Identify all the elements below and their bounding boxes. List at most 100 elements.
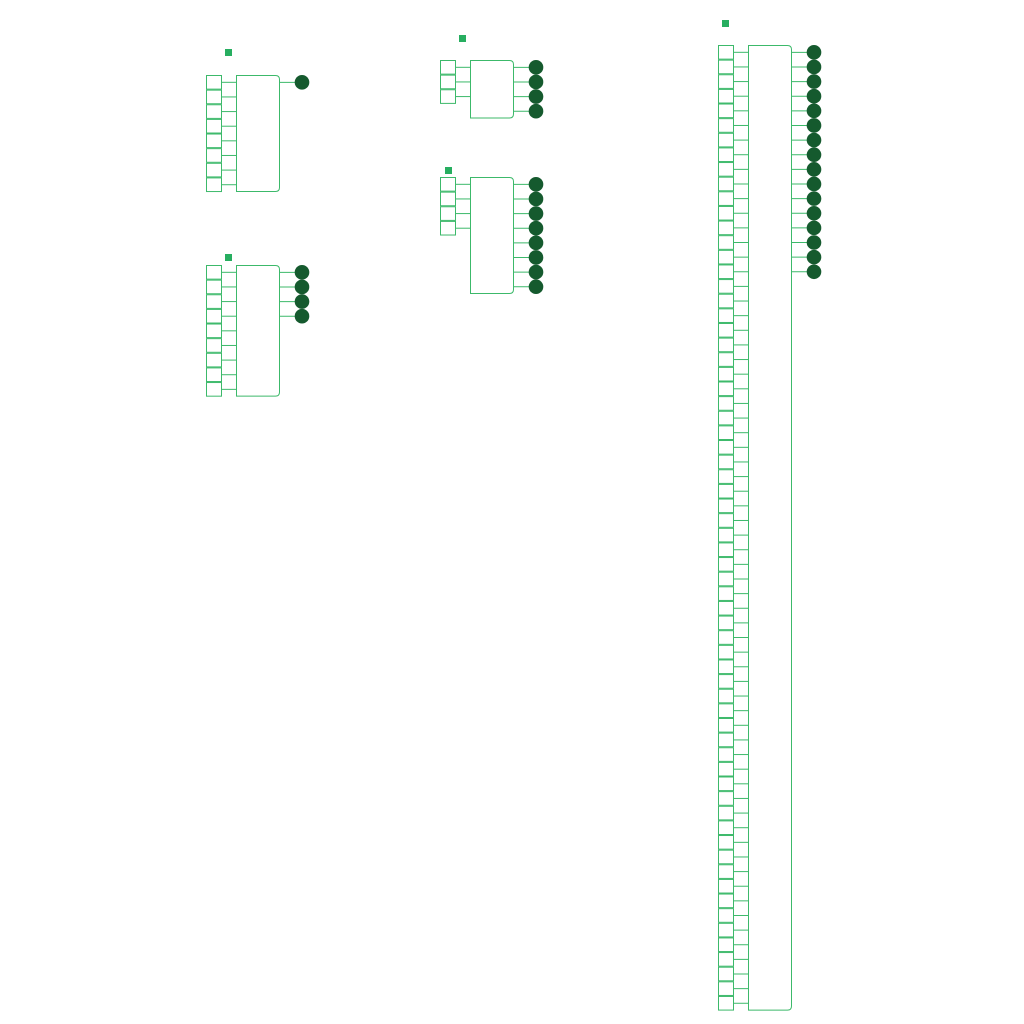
output-node (806, 74, 822, 89)
block-marker (445, 167, 452, 174)
input-port (206, 308, 222, 324)
input-port (718, 952, 734, 967)
input-port (718, 191, 734, 206)
input-port (718, 147, 734, 163)
input-port (718, 366, 734, 382)
input-port (718, 74, 734, 89)
input-port (718, 235, 734, 250)
input-port (718, 571, 734, 587)
input-port (718, 703, 734, 718)
output-node (806, 264, 822, 280)
input-port (206, 162, 222, 178)
block-body (236, 265, 280, 397)
input-port (718, 88, 734, 104)
input-port (206, 133, 222, 149)
input-port (718, 352, 734, 367)
output-node (806, 132, 822, 148)
output-node (806, 147, 822, 163)
input-port (718, 322, 734, 338)
output-node (294, 265, 310, 280)
input-port (440, 191, 456, 207)
block-5 (718, 20, 822, 1011)
block-marker (225, 254, 232, 261)
output-node (806, 176, 822, 192)
block-body (470, 60, 514, 119)
output-node (528, 250, 544, 265)
input-port (718, 205, 734, 221)
input-port (718, 995, 734, 1011)
input-port (206, 382, 222, 397)
output-node (528, 220, 544, 236)
input-port (718, 717, 734, 733)
input-port (718, 381, 734, 397)
input-port (718, 513, 734, 528)
output-node (294, 75, 310, 90)
output-node (806, 235, 822, 250)
output-node (806, 59, 822, 75)
input-port (718, 118, 734, 133)
input-port (718, 498, 734, 514)
input-port (718, 542, 734, 558)
block-2 (206, 254, 310, 397)
input-port (718, 337, 734, 353)
input-port (440, 74, 456, 90)
input-port (718, 805, 734, 821)
output-node (806, 191, 822, 206)
input-port (440, 89, 456, 104)
output-node (806, 103, 822, 119)
input-port (718, 454, 734, 470)
output-node (528, 74, 544, 90)
input-port (718, 820, 734, 836)
input-port (206, 338, 222, 353)
input-port (206, 279, 222, 295)
input-port (718, 776, 734, 792)
input-port (440, 177, 456, 192)
input-port (718, 732, 734, 748)
output-node (528, 264, 544, 280)
block-body (236, 75, 280, 193)
output-node (528, 103, 544, 119)
input-port (718, 849, 734, 865)
input-port (718, 249, 734, 265)
block-3 (440, 35, 544, 119)
output-node (806, 45, 822, 60)
input-port (206, 367, 222, 383)
output-node (528, 206, 544, 221)
output-node (806, 220, 822, 236)
input-port (718, 791, 734, 806)
input-port (718, 410, 734, 426)
block-4 (440, 167, 544, 295)
input-port (718, 761, 734, 777)
input-port (440, 60, 456, 75)
input-port (718, 103, 734, 119)
input-port (206, 294, 222, 309)
input-port (718, 835, 734, 850)
input-port (206, 323, 222, 339)
input-port (718, 922, 734, 938)
block-1 (206, 49, 310, 193)
input-port (718, 630, 734, 645)
input-port (718, 674, 734, 689)
output-node (528, 235, 544, 251)
input-port (718, 440, 734, 455)
input-port (206, 104, 222, 119)
input-port (440, 206, 456, 221)
input-port (718, 425, 734, 441)
input-port (718, 308, 734, 323)
output-node (294, 294, 310, 309)
input-port (718, 600, 734, 616)
input-port (718, 293, 734, 309)
input-port (718, 176, 734, 192)
output-node (806, 249, 822, 265)
input-port (718, 483, 734, 499)
input-port (718, 908, 734, 923)
input-port (718, 59, 734, 75)
input-port (440, 220, 456, 236)
input-port (206, 75, 222, 90)
output-node (528, 60, 544, 75)
output-node (806, 118, 822, 133)
output-node (294, 279, 310, 295)
input-port (718, 396, 734, 411)
input-port (718, 981, 734, 996)
